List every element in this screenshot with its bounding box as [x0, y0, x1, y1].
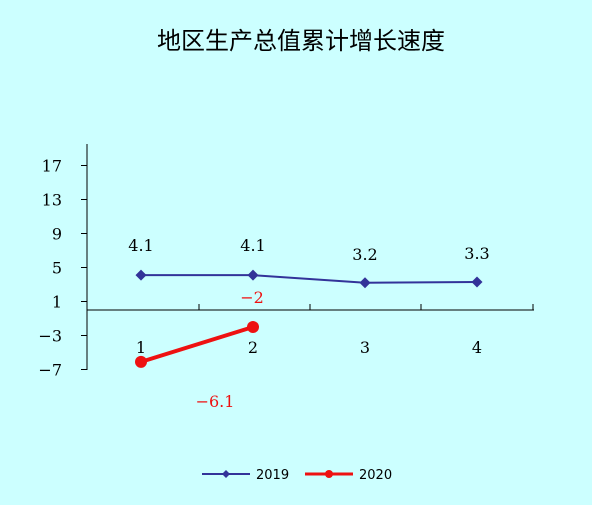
data-label-2020: −6.1	[196, 392, 235, 411]
data-label-2019: 4.1	[128, 236, 153, 255]
data-label-2019: 4.1	[240, 236, 265, 255]
data-labels: 4.1 4.1 3.2 3.3 −6.1 −2	[128, 236, 489, 411]
data-point-2020	[135, 355, 147, 368]
legend-label-2019: 2019	[256, 468, 289, 483]
y-tick-label: 9	[52, 225, 62, 244]
axes: 17 13 9 5 1 −3 −7 1 2 3 4	[38, 144, 534, 380]
x-tick-label: 4	[472, 338, 482, 357]
y-tick-label: 17	[42, 157, 62, 176]
data-point-2019	[471, 276, 483, 288]
series-line-2019	[141, 274, 478, 284]
y-tick-label: 5	[52, 259, 62, 278]
legend-label-2020: 2020	[359, 468, 392, 483]
legend: 2019 2020	[202, 468, 392, 483]
chart-title: 地区生产总值累计增长速度	[157, 27, 445, 55]
legend-marker-2019	[222, 470, 230, 478]
data-label-2019: 3.3	[464, 244, 489, 263]
x-tick-label: 3	[360, 338, 370, 357]
series-line-2020	[140, 325, 254, 364]
x-tick-label: 1	[136, 338, 146, 357]
data-point-2019	[359, 277, 371, 289]
legend-marker-2020	[325, 470, 333, 478]
data-label-2020: −2	[240, 288, 264, 307]
y-tick-label: 13	[42, 191, 62, 210]
y-tick-label: 1	[52, 293, 62, 312]
data-point-2020	[247, 321, 259, 333]
x-tick-label: 2	[248, 338, 258, 357]
y-tick-label: −7	[38, 361, 62, 380]
data-label-2019: 3.2	[352, 245, 377, 264]
y-tick-label: −3	[38, 327, 62, 346]
data-point-2019	[135, 269, 147, 281]
series-layer	[135, 269, 483, 368]
data-point-2019	[247, 269, 259, 281]
